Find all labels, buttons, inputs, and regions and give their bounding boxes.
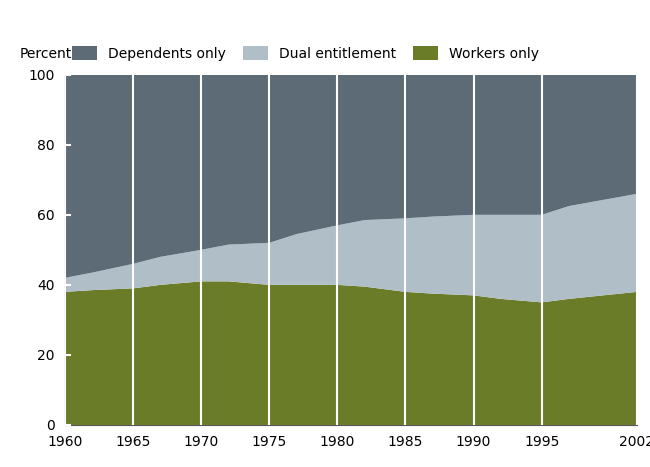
Legend: Dependents only, Dual entitlement, Workers only: Dependents only, Dual entitlement, Worke… (72, 46, 539, 61)
Text: Percent: Percent (20, 47, 72, 61)
